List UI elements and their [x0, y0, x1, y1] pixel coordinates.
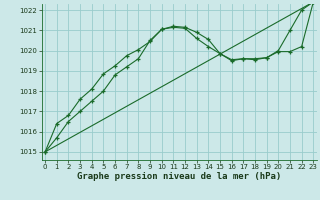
- X-axis label: Graphe pression niveau de la mer (hPa): Graphe pression niveau de la mer (hPa): [77, 172, 281, 181]
